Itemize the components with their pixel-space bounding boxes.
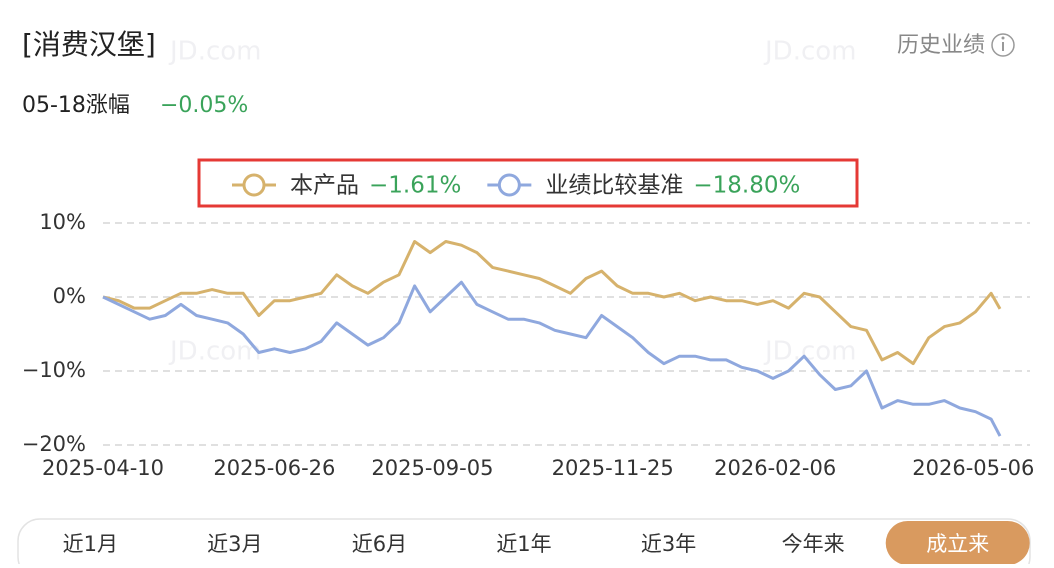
title: [消费汉堡] (22, 28, 156, 61)
series-line (102, 280, 1002, 437)
highlight-box (197, 158, 859, 208)
history-link[interactable]: 历史业绩 (897, 33, 985, 58)
daily-change: −0.05% (160, 93, 248, 118)
tab[interactable]: 近1年 (496, 532, 551, 556)
tab-selected-bg (885, 521, 1030, 565)
daily-change-label: 05-18涨幅 (22, 93, 130, 118)
tab[interactable]: 今年来 (782, 532, 845, 556)
y-tick-label: −10% (22, 358, 86, 382)
legend-value: −18.80% (693, 173, 800, 199)
y-tick-label: 0% (53, 284, 86, 308)
x-tick-label: 2026-02-06 (714, 456, 836, 480)
legend-value: −1.61% (369, 173, 461, 199)
legend-icon-marker (497, 173, 521, 197)
legend-icon-marker (242, 173, 266, 197)
tab[interactable]: 成立来 (926, 532, 989, 556)
legend-name: 业绩比较基准 (545, 173, 683, 199)
x-tick-label: 2025-06-26 (213, 456, 335, 480)
tab-bar (17, 518, 1031, 568)
tab[interactable]: 近3年 (641, 532, 696, 556)
watermark: JD.com (168, 337, 261, 367)
y-tick-label: −20% (22, 432, 86, 456)
watermark: JD.com (763, 37, 856, 67)
x-tick-label: 2025-11-25 (552, 456, 674, 480)
tab[interactable]: 近3月 (207, 532, 262, 556)
x-tick-label: 2025-04-10 (42, 456, 164, 480)
watermark: JD.com (168, 37, 261, 67)
watermarks: JD.com JD.com JD.com JD.com (168, 37, 856, 367)
tab[interactable]: 近1月 (63, 532, 118, 556)
tab[interactable]: 近6月 (352, 532, 407, 556)
x-tick-label: 2025-09-05 (371, 456, 493, 480)
info-icon[interactable] (991, 33, 1015, 57)
y-tick-label: 10% (39, 210, 86, 234)
info-icon-dot (1001, 36, 1005, 40)
legend-name: 本产品 (290, 173, 359, 199)
x-tick-label: 2026-05-06 (912, 456, 1034, 480)
series-line (102, 240, 1002, 366)
